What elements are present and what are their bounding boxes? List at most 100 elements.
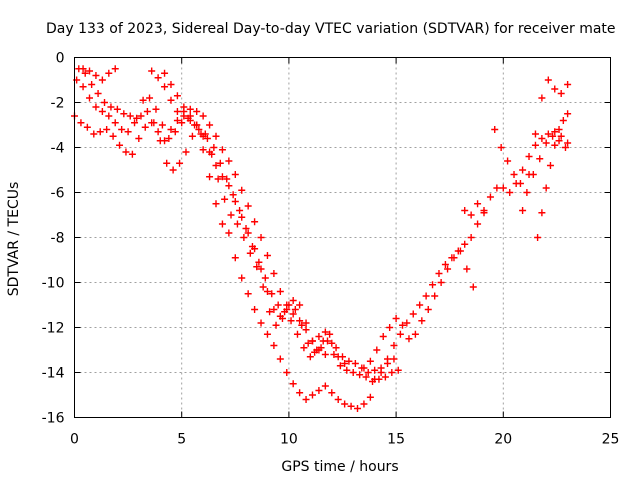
data-point — [148, 67, 156, 75]
data-point — [557, 132, 565, 140]
data-point — [199, 132, 207, 140]
data-point — [555, 126, 563, 133]
data-point — [261, 274, 269, 282]
grid — [74, 57, 611, 418]
data-point — [83, 123, 91, 131]
data-point — [461, 240, 469, 248]
data-point — [467, 234, 475, 241]
data-point — [538, 94, 546, 102]
data-point — [546, 162, 554, 169]
data-point — [536, 155, 544, 163]
data-point — [143, 108, 151, 115]
data-point — [564, 110, 572, 118]
data-point — [180, 112, 188, 120]
data-point — [366, 357, 374, 365]
data-point — [251, 245, 259, 253]
data-point — [429, 281, 437, 289]
data-point — [321, 351, 329, 358]
data-point — [242, 225, 250, 232]
data-point — [283, 369, 291, 376]
data-point — [98, 76, 106, 84]
data-point — [270, 342, 278, 349]
data-point — [225, 182, 233, 190]
y-axis-label: SDTVAR / TECUs — [6, 182, 22, 297]
data-point — [238, 186, 246, 194]
data-point — [86, 67, 94, 75]
data-point — [259, 283, 267, 291]
series-5 — [148, 67, 329, 358]
data-point — [386, 324, 394, 331]
data-point — [227, 211, 235, 219]
y-tick-label: -10 — [42, 276, 65, 292]
data-point — [450, 254, 458, 262]
data-point — [296, 317, 304, 325]
data-point — [493, 184, 501, 192]
data-point — [253, 263, 261, 271]
data-point — [218, 220, 226, 228]
data-point — [308, 337, 316, 345]
data-point — [497, 144, 505, 151]
data-point — [214, 175, 222, 183]
data-point — [173, 117, 181, 124]
data-point — [525, 153, 533, 160]
data-point — [131, 119, 139, 127]
data-point — [519, 207, 527, 214]
data-point — [137, 112, 145, 120]
data-point — [411, 330, 419, 338]
data-point — [343, 366, 351, 374]
data-point — [79, 65, 87, 73]
data-point — [212, 132, 220, 140]
data-point — [525, 171, 533, 178]
data-point — [88, 81, 96, 88]
data-point — [103, 126, 111, 133]
data-point — [109, 132, 117, 140]
data-point — [236, 207, 244, 214]
data-point — [561, 144, 569, 151]
data-point — [287, 317, 295, 325]
data-point — [544, 130, 552, 138]
data-point — [399, 321, 407, 329]
data-point — [167, 81, 175, 88]
series-4 — [79, 65, 349, 367]
y-tick-label: -6 — [51, 186, 65, 202]
data-point — [283, 301, 291, 309]
data-point — [435, 270, 443, 277]
data-point — [516, 180, 524, 187]
data-point — [559, 117, 567, 124]
data-point — [218, 173, 226, 181]
data-point — [418, 317, 426, 325]
data-point — [98, 108, 106, 115]
data-point — [538, 135, 546, 142]
data-point — [139, 96, 147, 104]
data-point — [332, 344, 340, 352]
data-point — [146, 94, 154, 102]
data-point — [349, 369, 357, 376]
data-point — [116, 141, 124, 149]
data-point — [499, 184, 507, 192]
data-point — [161, 69, 169, 77]
data-point — [296, 389, 304, 397]
data-point — [469, 283, 477, 291]
data-point — [491, 126, 499, 133]
data-point — [251, 306, 259, 313]
data-point — [557, 90, 565, 97]
data-point — [171, 128, 179, 136]
series-11 — [461, 200, 488, 219]
data-point — [422, 292, 430, 300]
data-point — [81, 69, 89, 77]
data-point — [531, 141, 539, 149]
data-point — [133, 114, 141, 122]
data-point — [199, 112, 207, 120]
series-2 — [73, 76, 402, 385]
data-point — [268, 290, 276, 298]
data-point — [154, 74, 162, 82]
data-point — [291, 306, 299, 313]
data-point — [293, 330, 301, 338]
data-point — [266, 308, 274, 316]
data-point — [506, 189, 514, 196]
data-point — [437, 279, 445, 286]
data-point — [416, 301, 424, 309]
data-point — [504, 157, 512, 165]
chart-title: Day 133 of 2023, Sidereal Day-to-day VTE… — [46, 21, 616, 37]
data-point — [86, 94, 94, 102]
